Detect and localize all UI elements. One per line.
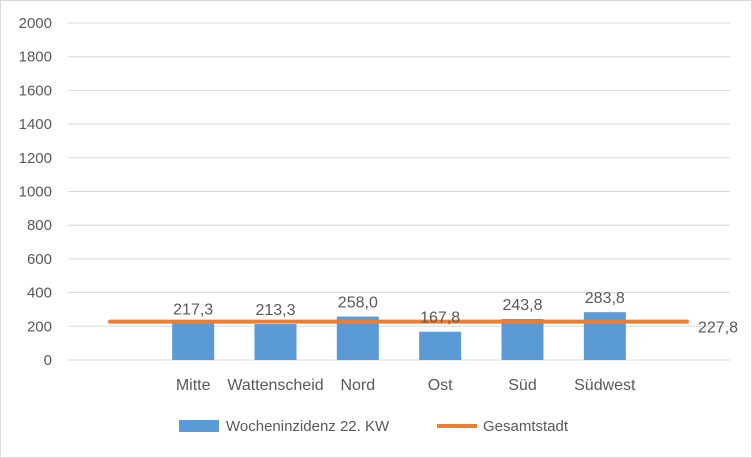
y-tick-label: 2000: [19, 15, 52, 32]
x-axis-categories: Mitte Wattenscheid Nord Ost Süd Südwest: [176, 377, 636, 394]
data-labels: 217,3 213,3 258,0 167,8 243,8 283,8: [173, 290, 625, 327]
y-tick-label: 600: [27, 251, 52, 268]
y-tick-label: 1000: [19, 184, 52, 201]
y-tick-label: 200: [27, 318, 52, 335]
legend-line-label: Gesamtstadt: [483, 418, 569, 435]
y-axis-ticks: 0 200 400 600 800 1000 1200 1400 1600 1800 2000: [19, 15, 52, 369]
legend-bar-swatch: [179, 420, 219, 432]
y-tick-label: 1800: [19, 49, 52, 66]
x-category-label: Ost: [428, 377, 453, 394]
x-category-label: Mitte: [176, 377, 211, 394]
x-category-label: Nord: [340, 377, 375, 394]
bar-value-label: 258,0: [338, 295, 378, 312]
legend: Wocheninzidenz 22. KW Gesamtstadt: [179, 418, 569, 435]
bar: [501, 318, 544, 360]
y-tick-label: 400: [27, 285, 52, 302]
y-tick-label: 0: [44, 352, 52, 369]
bar: [254, 324, 297, 360]
gesamtstadt-value-label: 227,8: [698, 320, 738, 337]
y-tick-label: 1600: [19, 82, 52, 99]
y-tick-label: 1200: [19, 150, 52, 167]
x-category-label: Südwest: [574, 377, 636, 394]
x-category-label: Wattenscheid: [227, 377, 323, 394]
bar-value-label: 243,8: [502, 297, 542, 314]
bar-value-label: 167,8: [420, 310, 460, 327]
legend-bar-label: Wocheninzidenz 22. KW: [226, 418, 390, 435]
bars: [172, 312, 626, 360]
gesamtstadt-line-group: 227,8: [108, 319, 738, 337]
bar-value-label: 283,8: [585, 290, 625, 307]
y-tick-label: 1400: [19, 116, 52, 133]
bar: [583, 312, 626, 360]
bar: [419, 331, 462, 360]
bar-value-label: 217,3: [173, 301, 213, 318]
gridlines: [68, 22, 730, 361]
y-tick-label: 800: [27, 217, 52, 234]
bar: [336, 316, 379, 360]
x-category-label: Süd: [508, 377, 536, 394]
bar-value-label: 213,3: [255, 302, 295, 319]
bar: [172, 323, 215, 360]
